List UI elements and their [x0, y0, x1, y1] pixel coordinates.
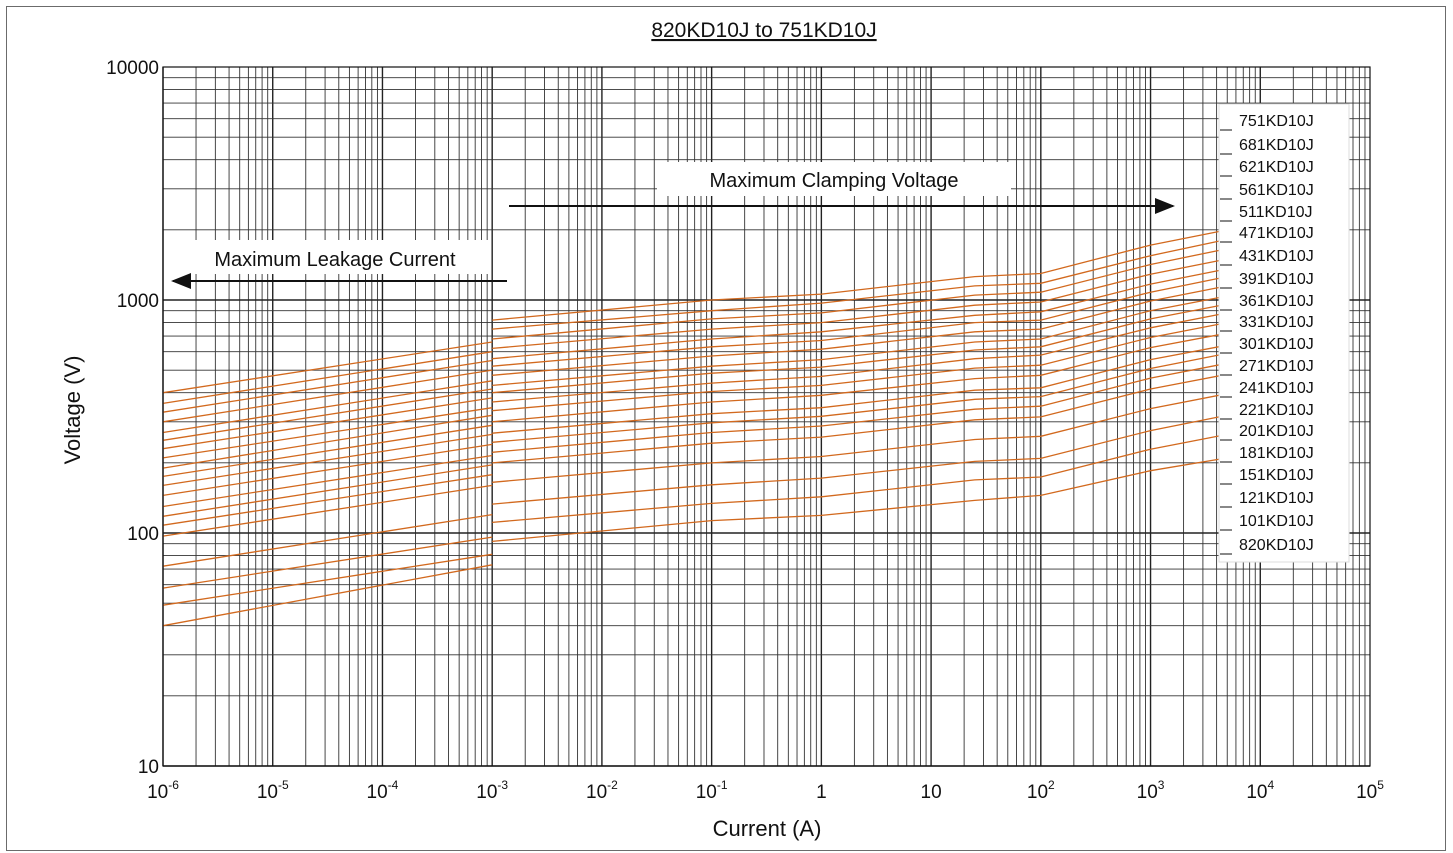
legend-box [1218, 103, 1350, 563]
legend-item-391KD10J: 391KD10J [1239, 271, 1314, 288]
legend-item-301KD10J: 301KD10J [1239, 336, 1314, 353]
x-tick-label: 10-3 [476, 778, 508, 803]
legend-item-751KD10J: 751KD10J [1239, 113, 1314, 130]
legend-item-511KD10J: 511KD10J [1239, 204, 1313, 221]
series-line-820KD10J-clamping [492, 457, 1228, 543]
y-tick-label: 1000 [117, 291, 159, 312]
series-line-431KD10J-clamping [492, 285, 1228, 376]
series-line-151KD10J-leakage [162, 513, 493, 567]
x-tick-label: 104 [1246, 778, 1274, 803]
series-line-271KD10J-leakage [162, 443, 493, 497]
series-line-331KD10J-leakage [162, 424, 493, 478]
legend-item-221KD10J: 221KD10J [1239, 402, 1314, 419]
series-line-751KD10J-clamping [492, 229, 1228, 321]
legend-item-561KD10J: 561KD10J [1239, 182, 1314, 199]
series-line-301KD10J-clamping [492, 321, 1228, 412]
legend-item-431KD10J: 431KD10J [1239, 248, 1314, 265]
x-axis-label: Current (A) [713, 816, 822, 841]
x-tick-label: 10-1 [696, 778, 728, 803]
series-line-101KD10J-clamping [492, 433, 1228, 524]
series-line-101KD10J-leakage [162, 553, 493, 606]
plot-border [162, 66, 1371, 767]
x-tick-label: 105 [1356, 778, 1384, 803]
series-line-561KD10J-leakage [162, 369, 493, 423]
series-line-301KD10J-leakage [162, 433, 493, 487]
series-line-201KD10J-clamping [492, 362, 1228, 453]
series-line-621KD10J-clamping [492, 248, 1228, 340]
series-line-121KD10J-clamping [492, 414, 1228, 505]
series-line-681KD10J-clamping [492, 238, 1228, 330]
legend-item-181KD10J: 181KD10J [1239, 445, 1314, 462]
x-tick-label: 103 [1137, 778, 1165, 803]
y-tick-label: 10 [138, 757, 159, 778]
y-tick-label: 100 [127, 524, 159, 545]
series-line-621KD10J-leakage [162, 359, 493, 413]
series-line-561KD10J-clamping [492, 258, 1228, 350]
x-tick-label: 10-4 [367, 778, 399, 803]
legend-item-361KD10J: 361KD10J [1239, 293, 1314, 310]
series-line-391KD10J-clamping [492, 295, 1228, 387]
series-line-181KD10J-clamping [492, 373, 1228, 464]
legend-item-471KD10J: 471KD10J [1239, 225, 1314, 242]
y-axis-label: Voltage (V) [60, 356, 85, 465]
legend-item-121KD10J: 121KD10J [1239, 490, 1314, 507]
x-tick-label: 10-6 [147, 778, 179, 803]
series-line-511KD10J-leakage [162, 380, 493, 434]
series-line-221KD10J-clamping [492, 352, 1228, 443]
y-tick-label: 10000 [106, 58, 159, 79]
x-tick-label: 1 [816, 782, 827, 803]
annotation-clamping-bg [657, 162, 1011, 196]
series-line-331KD10J-clamping [492, 312, 1228, 403]
y-tick-labels: 10 100 1000 10000 [106, 58, 159, 778]
series-line-820KD10J-leakage [162, 564, 493, 627]
series-line-361KD10J-clamping [492, 303, 1228, 394]
annotation-leakage: Maximum Leakage Current [214, 249, 456, 271]
annotations: Maximum Leakage Current Maximum Clamping … [171, 162, 1175, 289]
series-line-241KD10J-clamping [492, 344, 1228, 434]
legend-item-621KD10J: 621KD10J [1239, 159, 1314, 176]
legend-item-201KD10J: 201KD10J [1239, 423, 1314, 440]
series-line-471KD10J-clamping [492, 275, 1228, 367]
annotation-clamping: Maximum Clamping Voltage [710, 170, 959, 192]
x-tick-label: 10-2 [586, 778, 618, 803]
series-line-241KD10J-leakage [162, 454, 493, 508]
x-tick-label: 10 [921, 782, 942, 803]
series-line-681KD10J-leakage [162, 351, 493, 405]
series-lines [162, 229, 1228, 627]
x-tick-labels: 10-6 10-5 10-4 10-3 10-2 10-1 1 10 102 103 104 105 [147, 778, 1384, 803]
series-line-471KD10J-leakage [162, 388, 493, 441]
series-line-201KD10J-leakage [162, 474, 493, 526]
series-line-121KD10J-leakage [162, 536, 493, 589]
series-line-391KD10J-leakage [162, 407, 493, 459]
series-line-271KD10J-clamping [492, 332, 1228, 423]
legend-item-101KD10J: 101KD10J [1239, 513, 1314, 530]
grid [162, 67, 1370, 767]
series-line-361KD10J-leakage [162, 414, 493, 469]
series-line-751KD10J-leakage [162, 341, 493, 394]
x-tick-label: 10-5 [257, 778, 289, 803]
legend-item-241KD10J: 241KD10J [1239, 380, 1314, 397]
chart-title: 820KD10J to 751KD10J [651, 19, 876, 42]
legend-item-271KD10J: 271KD10J [1239, 358, 1314, 375]
legend-item-820KD10J: 820KD10J [1239, 537, 1314, 554]
series-line-151KD10J-clamping [492, 393, 1228, 483]
annotation-leakage-bg [183, 240, 489, 274]
legend-item-331KD10J: 331KD10J [1239, 314, 1314, 331]
series-line-431KD10J-leakage [162, 397, 493, 450]
series-line-221KD10J-leakage [162, 464, 493, 517]
x-tick-label: 102 [1027, 778, 1055, 803]
legend-item-681KD10J: 681KD10J [1239, 137, 1314, 154]
legend: 751KD10J 681KD10J 621KD10J 561KD10J 511KD10J… [1218, 103, 1350, 563]
series-line-181KD10J-leakage [162, 484, 493, 537]
figure-frame [6, 6, 1446, 851]
series-line-511KD10J-clamping [492, 268, 1228, 360]
legend-item-151KD10J: 151KD10J [1239, 467, 1314, 484]
